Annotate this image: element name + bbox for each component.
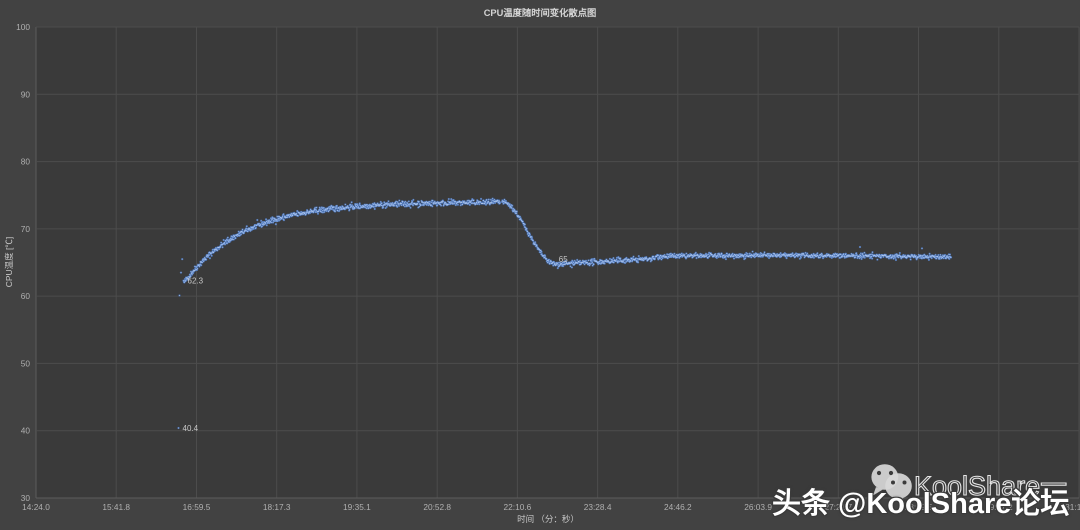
svg-text:100: 100 [16, 22, 30, 32]
svg-text:CPU温度 [℃]: CPU温度 [℃] [4, 237, 14, 288]
svg-text:40.4: 40.4 [183, 424, 199, 433]
svg-text:60: 60 [21, 291, 31, 301]
svg-text:50: 50 [21, 358, 31, 368]
svg-text:时间 （分：秒）: 时间 （分：秒） [517, 514, 579, 524]
svg-text:24:46.2: 24:46.2 [664, 502, 692, 512]
svg-text:40: 40 [21, 426, 31, 436]
svg-text:80: 80 [21, 157, 31, 167]
svg-text:90: 90 [21, 89, 31, 99]
svg-text:70: 70 [21, 224, 31, 234]
svg-text:15:41.8: 15:41.8 [102, 502, 130, 512]
svg-text:14:24.0: 14:24.0 [22, 502, 50, 512]
svg-text:19:35.1: 19:35.1 [343, 502, 371, 512]
svg-text:23:28.4: 23:28.4 [584, 502, 612, 512]
svg-text:16:59.5: 16:59.5 [183, 502, 211, 512]
svg-text:18:17.3: 18:17.3 [263, 502, 291, 512]
svg-text:20:52.8: 20:52.8 [423, 502, 451, 512]
svg-text:22:10.6: 22:10.6 [504, 502, 532, 512]
svg-text:30: 30 [21, 493, 31, 503]
svg-text:26:03.9: 26:03.9 [744, 502, 772, 512]
svg-text:65: 65 [559, 255, 568, 264]
svg-text:62.3: 62.3 [188, 277, 204, 286]
